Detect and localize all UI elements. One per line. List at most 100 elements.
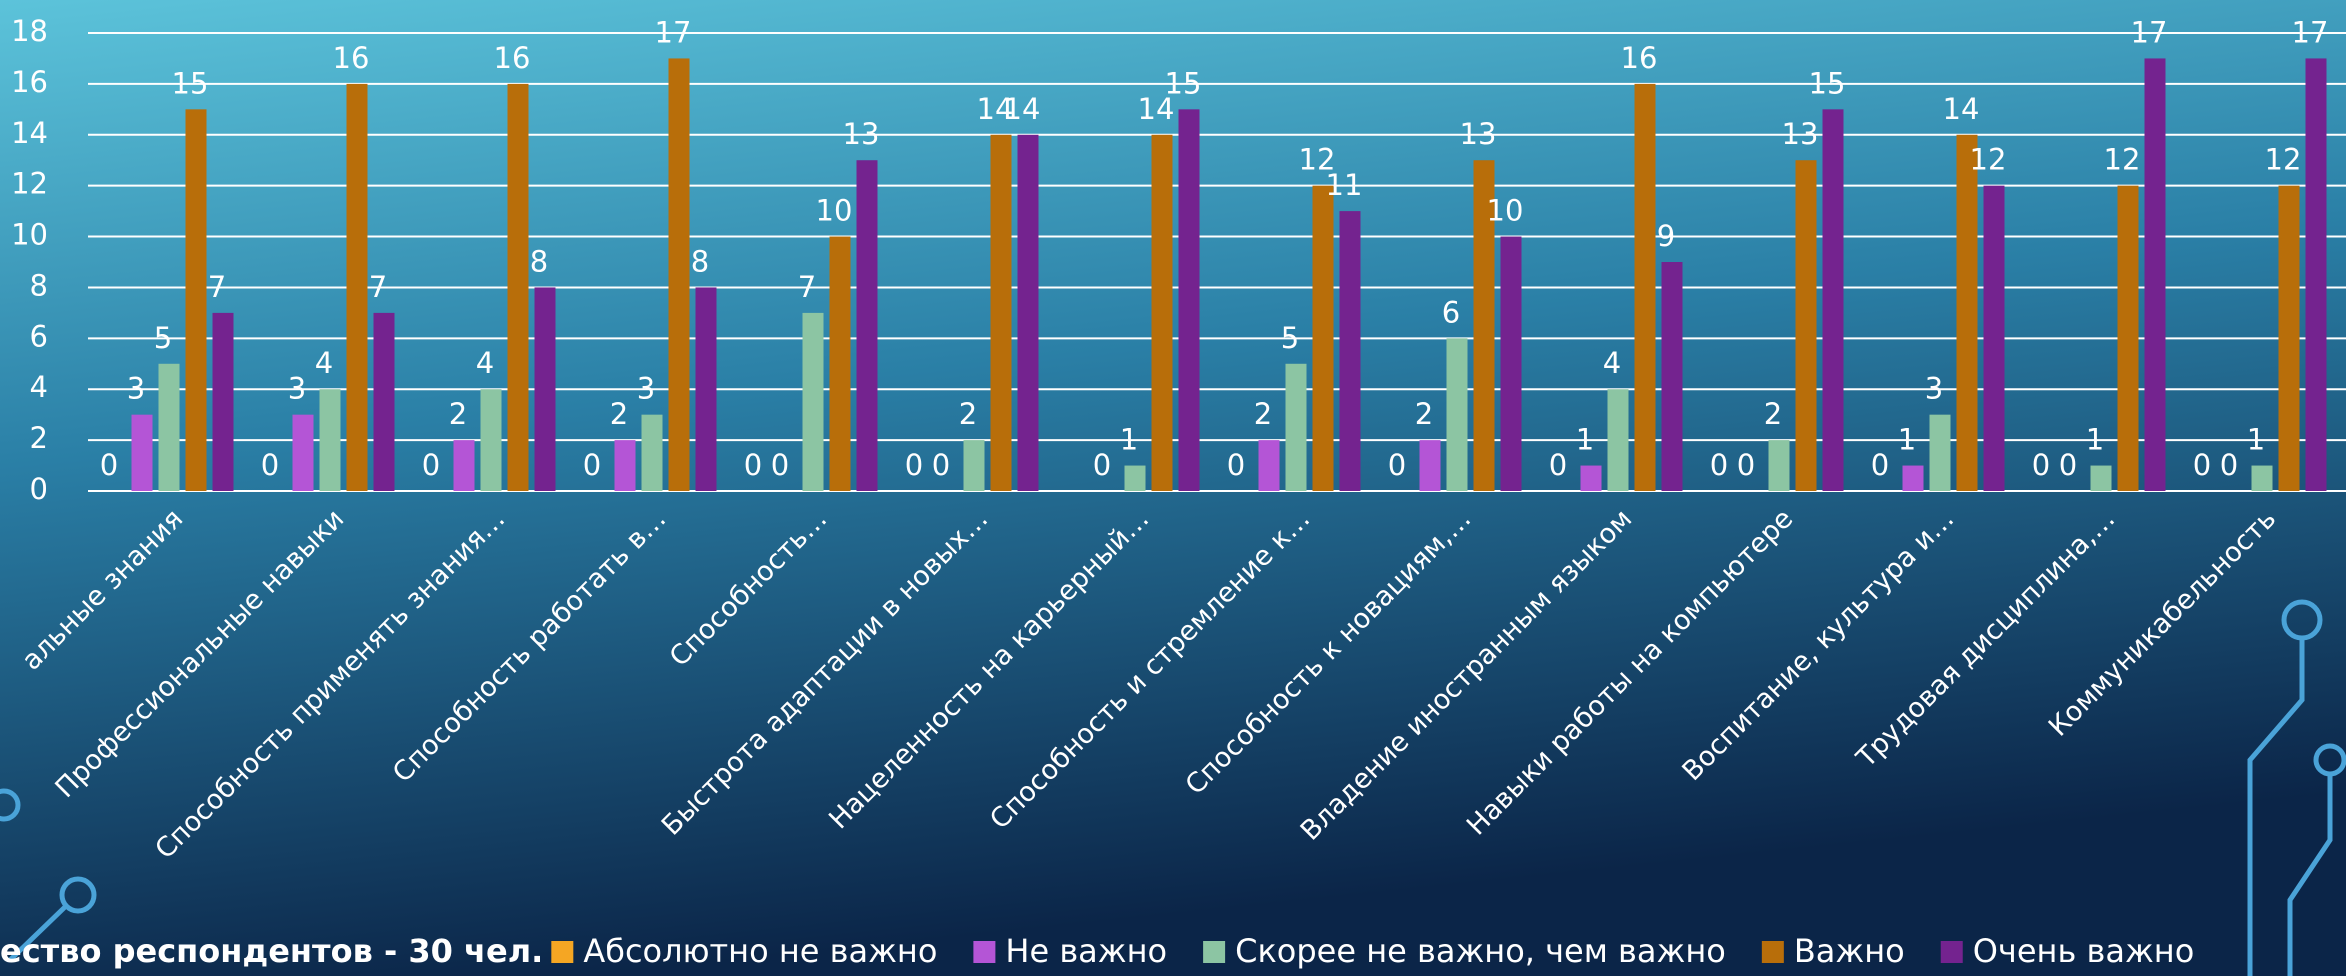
data-label: 0 xyxy=(1737,448,1755,482)
legend-label: Скорее не важно, чем важно xyxy=(1235,932,1726,970)
legend-swatch xyxy=(1203,941,1226,963)
data-label: 1 xyxy=(2086,423,2104,457)
data-label: 14 xyxy=(1943,92,1980,126)
y-tick-label: 4 xyxy=(30,370,48,404)
data-label: 0 xyxy=(771,448,789,482)
data-label: 1 xyxy=(1576,423,1594,457)
bar xyxy=(131,414,153,491)
legend-swatch xyxy=(1761,941,1784,963)
data-label: 2 xyxy=(959,397,977,431)
data-label: 4 xyxy=(1603,346,1621,380)
decoration xyxy=(0,599,2346,976)
bar xyxy=(829,236,851,491)
bar xyxy=(2305,58,2327,491)
data-label: 0 xyxy=(100,448,118,482)
bar xyxy=(1768,440,1790,491)
bar xyxy=(1822,109,1844,491)
bar xyxy=(480,389,502,491)
bar xyxy=(507,83,529,491)
data-label: 12 xyxy=(1970,143,2007,177)
bar xyxy=(373,312,395,491)
data-label: 0 xyxy=(932,448,950,482)
data-label: 17 xyxy=(655,15,692,49)
data-label: 12 xyxy=(2104,143,2141,177)
data-label: 9 xyxy=(1657,219,1675,253)
y-tick-label: 0 xyxy=(30,472,48,506)
data-label: 0 xyxy=(261,448,279,482)
bar xyxy=(668,58,690,491)
y-tick-label: 8 xyxy=(30,268,48,302)
bar xyxy=(319,389,341,491)
y-tick-label: 14 xyxy=(11,116,48,150)
data-label: 4 xyxy=(476,346,494,380)
bar xyxy=(292,414,314,491)
data-label: 2 xyxy=(610,397,628,431)
data-label: 2 xyxy=(1254,397,1272,431)
data-label: 4 xyxy=(315,346,333,380)
y-tick-label: 16 xyxy=(11,65,48,99)
bar xyxy=(1607,389,1629,491)
bar xyxy=(1258,440,1280,491)
bar xyxy=(641,414,663,491)
bar xyxy=(1178,109,1200,491)
legend-label: Важно xyxy=(1794,932,1905,970)
y-tick-label: 10 xyxy=(11,218,48,252)
data-label: 15 xyxy=(1809,66,1846,100)
data-label: 15 xyxy=(172,66,209,100)
bar xyxy=(185,109,207,491)
bar xyxy=(346,83,368,491)
data-label: 17 xyxy=(2131,15,2168,49)
data-label: 2 xyxy=(1415,397,1433,431)
bar xyxy=(990,134,1012,491)
bar xyxy=(1661,262,1683,491)
data-label: 6 xyxy=(1442,295,1460,329)
bar xyxy=(1580,465,1602,491)
data-label: 12 xyxy=(1299,143,1336,177)
data-label: 16 xyxy=(333,41,370,75)
bar xyxy=(963,440,985,491)
bar xyxy=(1151,134,1173,491)
data-label: 14 xyxy=(977,92,1014,126)
data-label: 7 xyxy=(369,270,387,304)
bar xyxy=(158,363,180,491)
bar xyxy=(1983,185,2005,491)
bar xyxy=(1795,160,1817,491)
bar xyxy=(453,440,475,491)
bar xyxy=(534,287,556,491)
data-label: 0 xyxy=(744,448,762,482)
bar xyxy=(695,287,717,491)
data-label: 8 xyxy=(530,244,548,278)
legend-swatch xyxy=(973,941,996,963)
data-label: 16 xyxy=(494,41,531,75)
bar xyxy=(2090,465,2112,491)
y-tick-label: 12 xyxy=(11,167,48,201)
bar xyxy=(1285,363,1307,491)
legend-label: Абсолютно не важно xyxy=(583,932,937,970)
data-label: 10 xyxy=(1487,194,1524,228)
data-label: 0 xyxy=(2220,448,2238,482)
bar xyxy=(2251,465,2273,491)
data-label: 13 xyxy=(1782,117,1819,151)
data-label: 0 xyxy=(2059,448,2077,482)
bar xyxy=(1902,465,1924,491)
bar xyxy=(1339,211,1361,491)
data-label: 13 xyxy=(1460,117,1497,151)
bar xyxy=(614,440,636,491)
data-label: 13 xyxy=(843,117,880,151)
data-label: 14 xyxy=(1004,92,1041,126)
data-label: 2 xyxy=(449,397,467,431)
data-label: 14 xyxy=(1138,92,1175,126)
data-label: 0 xyxy=(905,448,923,482)
data-label: 5 xyxy=(154,321,172,355)
data-label: 1 xyxy=(2247,423,2265,457)
data-label: 0 xyxy=(422,448,440,482)
data-label: 0 xyxy=(1093,448,1111,482)
data-label: 15 xyxy=(1165,66,1202,100)
data-label: 3 xyxy=(1925,372,1943,406)
data-label: 16 xyxy=(1621,41,1658,75)
data-label: 0 xyxy=(1710,448,1728,482)
data-label: 7 xyxy=(798,270,816,304)
legend-label: Не важно xyxy=(1005,932,1167,970)
bar xyxy=(1634,83,1656,491)
